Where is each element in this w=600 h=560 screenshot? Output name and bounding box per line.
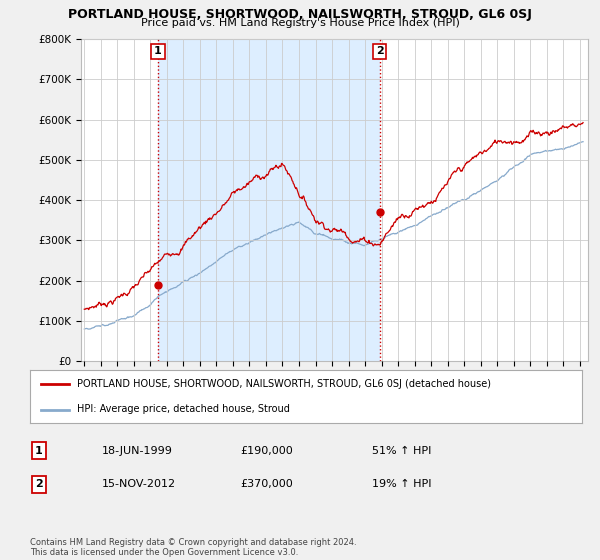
Text: 1: 1 [154,46,162,57]
Text: £370,000: £370,000 [240,479,293,489]
Text: 15-NOV-2012: 15-NOV-2012 [102,479,176,489]
Text: 2: 2 [35,479,43,489]
Text: 18-JUN-1999: 18-JUN-1999 [102,446,173,456]
Text: HPI: Average price, detached house, Stroud: HPI: Average price, detached house, Stro… [77,404,290,414]
Text: PORTLAND HOUSE, SHORTWOOD, NAILSWORTH, STROUD, GL6 0SJ (detached house): PORTLAND HOUSE, SHORTWOOD, NAILSWORTH, S… [77,380,491,390]
Text: 51% ↑ HPI: 51% ↑ HPI [372,446,431,456]
Text: 2: 2 [376,46,383,57]
Text: £190,000: £190,000 [240,446,293,456]
Text: Price paid vs. HM Land Registry's House Price Index (HPI): Price paid vs. HM Land Registry's House … [140,18,460,29]
Text: Contains HM Land Registry data © Crown copyright and database right 2024.
This d: Contains HM Land Registry data © Crown c… [30,538,356,557]
Text: 1: 1 [35,446,43,456]
Text: PORTLAND HOUSE, SHORTWOOD, NAILSWORTH, STROUD, GL6 0SJ: PORTLAND HOUSE, SHORTWOOD, NAILSWORTH, S… [68,8,532,21]
Text: 19% ↑ HPI: 19% ↑ HPI [372,479,431,489]
Bar [158,39,380,361]
